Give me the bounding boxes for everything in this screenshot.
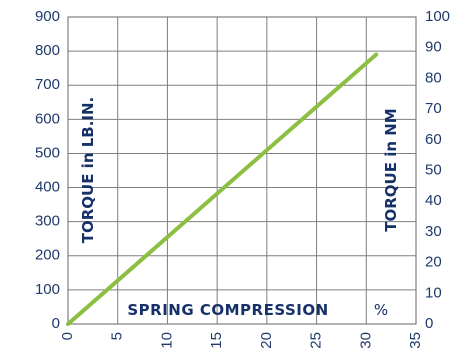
x-axis-label: SPRING COMPRESSION [127,301,328,319]
x-tick-label: 20 [258,332,275,349]
y-tick-label-right: 60 [425,131,442,148]
y-tick-label-right: 70 [425,100,442,117]
x-tick-label: 35 [407,332,424,349]
y-tick-label-right: 10 [425,284,442,301]
y-tick-label-left: 800 [35,42,60,59]
x-tick-label: 30 [357,332,374,349]
y-tick-label-left: 100 [35,281,60,298]
series-line [66,52,379,326]
y-tick-label-right: 40 [425,192,442,209]
x-tick-label: 25 [308,332,325,349]
x-tick-label: 10 [158,332,175,349]
y-axis-label-right: TORQUE in NM [382,108,400,231]
x-tick-label: 15 [208,332,225,349]
grid [68,17,416,324]
plot-border [67,16,417,325]
x-tick-label: 5 [109,332,126,340]
y-axis-label-left: TORQUE in LB.IN. [79,97,97,244]
y-tick-label-left: 0 [52,315,60,332]
y-tick-label-left: 700 [35,76,60,93]
y-tick-label-left: 300 [35,213,60,230]
y-tick-label-right: 80 [425,69,442,86]
left-axis-ticks: 0 100 200 300 400 500 600 700 800 900 [35,8,60,332]
x-axis-ticks: 0 5 10 15 20 25 30 35 [59,332,424,349]
y-tick-label-right: 30 [425,223,442,240]
y-tick-label-right: 100 [425,8,450,25]
y-tick-label-right: 90 [425,39,442,56]
y-tick-label-left: 500 [35,144,60,161]
right-axis-ticks: 0 10 20 30 40 50 60 70 80 90 100 [425,8,450,332]
y-tick-label-left: 900 [35,8,60,25]
y-tick-label-left: 400 [35,179,60,196]
y-tick-label-left: 600 [35,110,60,127]
x-tick-label: 0 [59,332,76,340]
y-tick-label-right: 20 [425,254,442,271]
y-tick-label-right: 50 [425,161,442,178]
x-axis-unit: % [374,301,388,319]
y-tick-label-right: 0 [425,315,433,332]
y-tick-label-left: 200 [35,247,60,264]
